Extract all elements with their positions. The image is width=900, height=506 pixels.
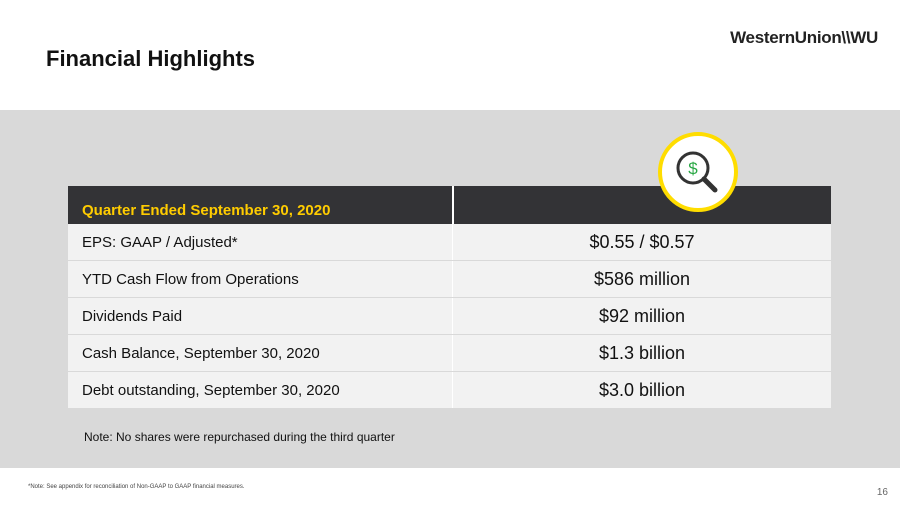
table: Quarter Ended September 30, 2020 EPS: GA… bbox=[68, 186, 831, 409]
label-cell: EPS: GAAP / Adjusted* bbox=[68, 224, 453, 261]
value-cell: $586 million bbox=[452, 260, 831, 298]
value-cell: $1.3 billion bbox=[452, 334, 831, 372]
header-cell bbox=[452, 186, 831, 224]
svg-text:$: $ bbox=[688, 159, 698, 178]
value-cell: $92 million bbox=[452, 297, 831, 335]
table-row: Debt outstanding, September 30, 2020 $3.0… bbox=[68, 371, 831, 409]
table-row: YTD Cash Flow from Operations $586 millio… bbox=[68, 260, 831, 298]
label-cell: YTD Cash Flow from Operations bbox=[68, 260, 453, 298]
footnote: *Note: See appendix for reconciliation o… bbox=[28, 484, 245, 490]
label-cell: Dividends Paid bbox=[68, 297, 453, 335]
logo: WesternUnion\\WU bbox=[730, 28, 878, 47]
header-row: Quarter Ended September 30, 2020 bbox=[68, 186, 831, 224]
note: Note: No shares were repurchased during … bbox=[84, 430, 395, 444]
title: Financial Highlights bbox=[46, 46, 256, 71]
label-cell: Debt outstanding, September 30, 2020 bbox=[68, 371, 453, 409]
page-number: 16 bbox=[876, 487, 888, 498]
header-cell: Quarter Ended September 30, 2020 bbox=[68, 186, 454, 224]
table-row: Cash Balance, September 30, 2020 $1.3 bil… bbox=[68, 334, 831, 372]
table-body: EPS: GAAP / Adjusted* $0.55 / $0.57 YTD Ca… bbox=[68, 224, 831, 409]
value-cell: $0.55 / $0.57 bbox=[452, 224, 831, 261]
table-row: EPS: GAAP / Adjusted* $0.55 / $0.57 bbox=[68, 224, 831, 261]
icon: $ bbox=[658, 132, 738, 212]
label-cell: Cash Balance, September 30, 2020 bbox=[68, 334, 453, 372]
table-row: Dividends Paid $92 million bbox=[68, 297, 831, 335]
value-cell: $3.0 billion bbox=[452, 371, 831, 409]
